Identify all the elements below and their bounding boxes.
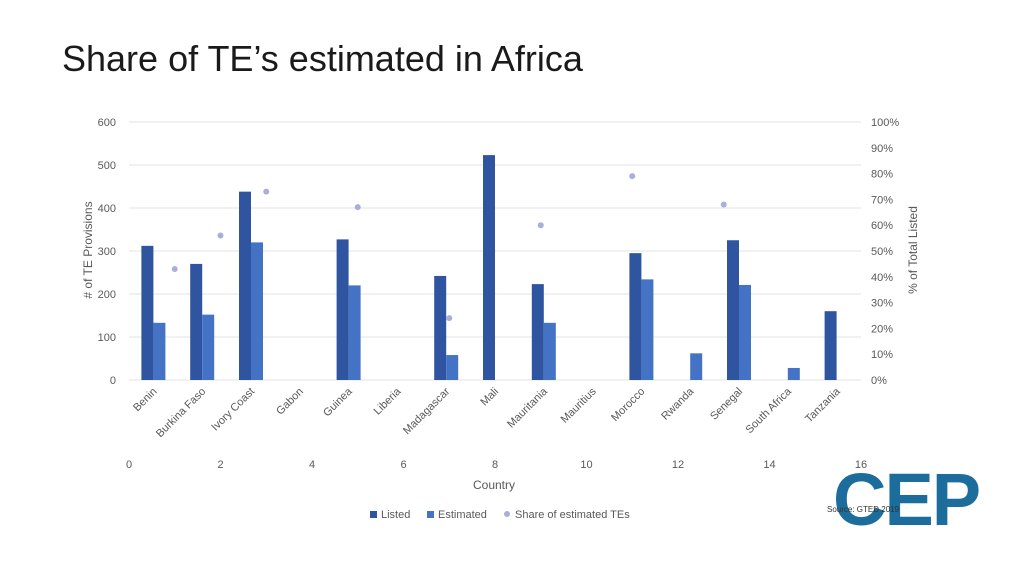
- y2-tick-label: 30%: [871, 298, 893, 310]
- category-label: Ivory Coast: [209, 386, 257, 434]
- legend-label: Estimated: [438, 509, 487, 521]
- x2-tick-label: 8: [492, 459, 498, 471]
- bar-listed: [824, 311, 837, 380]
- bar-estimated: [739, 284, 751, 380]
- category-label: Mauritania: [505, 385, 550, 430]
- category-label: Senegal: [708, 386, 745, 423]
- bar-listed: [434, 275, 447, 380]
- y2-tick-label: 40%: [871, 272, 893, 284]
- share-point: [217, 232, 224, 239]
- y2-tick-label: 20%: [871, 323, 893, 335]
- y-tick-label: 600: [98, 117, 116, 129]
- share-point: [354, 204, 361, 211]
- bar-estimated: [787, 367, 800, 380]
- category-label: Tanzania: [803, 385, 843, 425]
- x2-tick-label: 12: [672, 459, 684, 471]
- y-tick-label: 100: [98, 332, 116, 344]
- bar-listed: [141, 245, 154, 380]
- legend-circle-icon: [504, 511, 510, 517]
- x2-axis-title: Country: [473, 478, 515, 492]
- category-label: South Africa: [743, 385, 794, 436]
- x2-axis-ticks: 0 2 4 6 8 10 12 14 16: [126, 459, 867, 471]
- bar-estimated: [543, 322, 556, 380]
- legend-item-listed: Listed: [370, 509, 410, 521]
- category-label: Morocco: [609, 386, 647, 424]
- y2-axis-ticks: 0% 10% 20% 30% 40% 50% 60% 70% 80% 90% 100%: [871, 117, 899, 387]
- y2-tick-label: 90%: [871, 143, 893, 155]
- category-label: Rwanda: [659, 385, 697, 423]
- y2-tick-label: 10%: [871, 349, 893, 361]
- y-tick-label: 400: [98, 203, 116, 215]
- legend-item-share: Share of estimated TEs: [504, 509, 630, 521]
- bar-estimated: [690, 353, 703, 380]
- y-tick-label: 300: [98, 246, 116, 258]
- bar-estimated: [202, 314, 215, 380]
- x2-tick-label: 16: [855, 459, 867, 471]
- legend-label: Share of estimated TEs: [515, 509, 630, 521]
- bar-listed: [629, 253, 642, 380]
- y-axis-ticks: 0 100 200 300 400 500 600: [98, 117, 116, 387]
- x2-tick-label: 2: [217, 459, 223, 471]
- category-label: Benin: [131, 386, 159, 414]
- share-point: [446, 315, 453, 322]
- y2-axis-title: % of Total Listed: [906, 206, 920, 294]
- category-label: Guinea: [321, 385, 355, 419]
- y-tick-label: 0: [110, 375, 116, 387]
- legend-square-icon: [427, 511, 434, 518]
- legend-item-estimated: Estimated: [427, 509, 487, 521]
- y2-tick-label: 70%: [871, 194, 893, 206]
- y-tick-label: 500: [98, 160, 116, 172]
- x2-tick-label: 4: [309, 459, 315, 471]
- bar-estimated: [348, 285, 361, 380]
- category-label: Mali: [478, 386, 501, 409]
- bar-listed: [239, 191, 251, 380]
- y2-tick-label: 100%: [871, 117, 899, 129]
- share-point: [171, 266, 178, 273]
- bar-listed: [336, 239, 349, 380]
- bar-listed: [483, 155, 495, 380]
- slide-title: Share of TE’s estimated in Africa: [62, 38, 583, 79]
- x2-tick-label: 0: [126, 459, 132, 471]
- share-point: [263, 188, 270, 195]
- category-label: Madagascar: [401, 385, 453, 437]
- y-tick-label: 200: [98, 289, 116, 301]
- share-point: [720, 201, 727, 208]
- bar-estimated: [641, 279, 654, 380]
- y2-tick-label: 80%: [871, 169, 893, 181]
- share-point: [537, 222, 544, 229]
- source-note: Source: GTED 2019: [827, 505, 900, 514]
- cep-logo: CEP: [833, 458, 981, 541]
- category-label: Liberia: [372, 385, 404, 417]
- bars: [141, 155, 837, 380]
- y2-tick-label: 50%: [871, 246, 893, 258]
- x2-tick-label: 6: [400, 459, 406, 471]
- y2-tick-label: 60%: [871, 220, 893, 232]
- bar-estimated: [153, 322, 166, 380]
- legend-square-icon: [370, 511, 377, 518]
- category-label: Gabon: [274, 386, 306, 418]
- y-axis-title: # of TE Provisions: [81, 201, 95, 298]
- bar-estimated: [251, 242, 263, 380]
- y2-tick-label: 0%: [871, 375, 887, 387]
- category-label: Burkina Faso: [154, 386, 208, 440]
- legend-label: Listed: [381, 509, 411, 521]
- category-label: Mauritius: [559, 385, 599, 425]
- share-points: [171, 173, 727, 322]
- bar-estimated: [446, 355, 459, 380]
- x2-tick-label: 10: [580, 459, 592, 471]
- x2-tick-label: 14: [763, 459, 775, 471]
- bar-listed: [531, 284, 544, 380]
- bar-listed: [190, 263, 203, 380]
- bar-listed: [727, 240, 739, 380]
- share-point: [629, 173, 636, 180]
